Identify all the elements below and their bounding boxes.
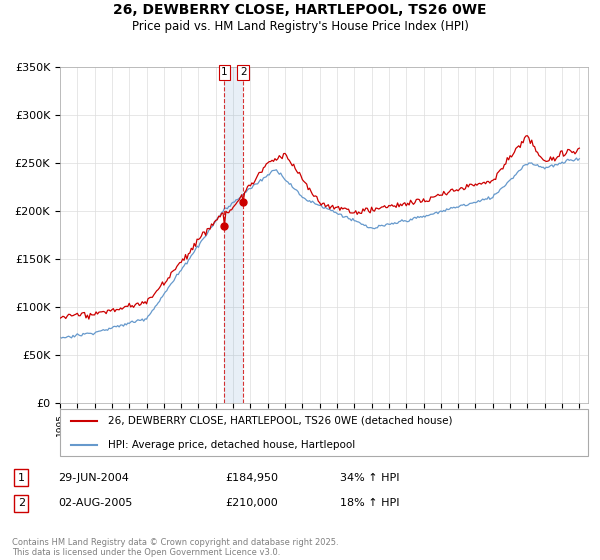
Text: 29-JUN-2004: 29-JUN-2004 xyxy=(58,473,129,483)
Text: 02-AUG-2005: 02-AUG-2005 xyxy=(58,498,133,508)
Text: £184,950: £184,950 xyxy=(225,473,278,483)
Text: HPI: Average price, detached house, Hartlepool: HPI: Average price, detached house, Hart… xyxy=(107,440,355,450)
Text: 2: 2 xyxy=(18,498,25,508)
Bar xyxy=(224,67,243,403)
Text: 26, DEWBERRY CLOSE, HARTLEPOOL, TS26 0WE: 26, DEWBERRY CLOSE, HARTLEPOOL, TS26 0WE xyxy=(113,3,487,17)
Text: £210,000: £210,000 xyxy=(225,498,278,508)
FancyBboxPatch shape xyxy=(60,409,588,456)
Text: 26, DEWBERRY CLOSE, HARTLEPOOL, TS26 0WE (detached house): 26, DEWBERRY CLOSE, HARTLEPOOL, TS26 0WE… xyxy=(107,416,452,426)
Text: 34% ↑ HPI: 34% ↑ HPI xyxy=(340,473,400,483)
Text: Price paid vs. HM Land Registry's House Price Index (HPI): Price paid vs. HM Land Registry's House … xyxy=(131,20,469,32)
Text: 1: 1 xyxy=(18,473,25,483)
Text: Contains HM Land Registry data © Crown copyright and database right 2025.
This d: Contains HM Land Registry data © Crown c… xyxy=(12,538,338,557)
Text: 18% ↑ HPI: 18% ↑ HPI xyxy=(340,498,400,508)
Text: 2: 2 xyxy=(240,67,247,77)
Text: 1: 1 xyxy=(221,67,228,77)
